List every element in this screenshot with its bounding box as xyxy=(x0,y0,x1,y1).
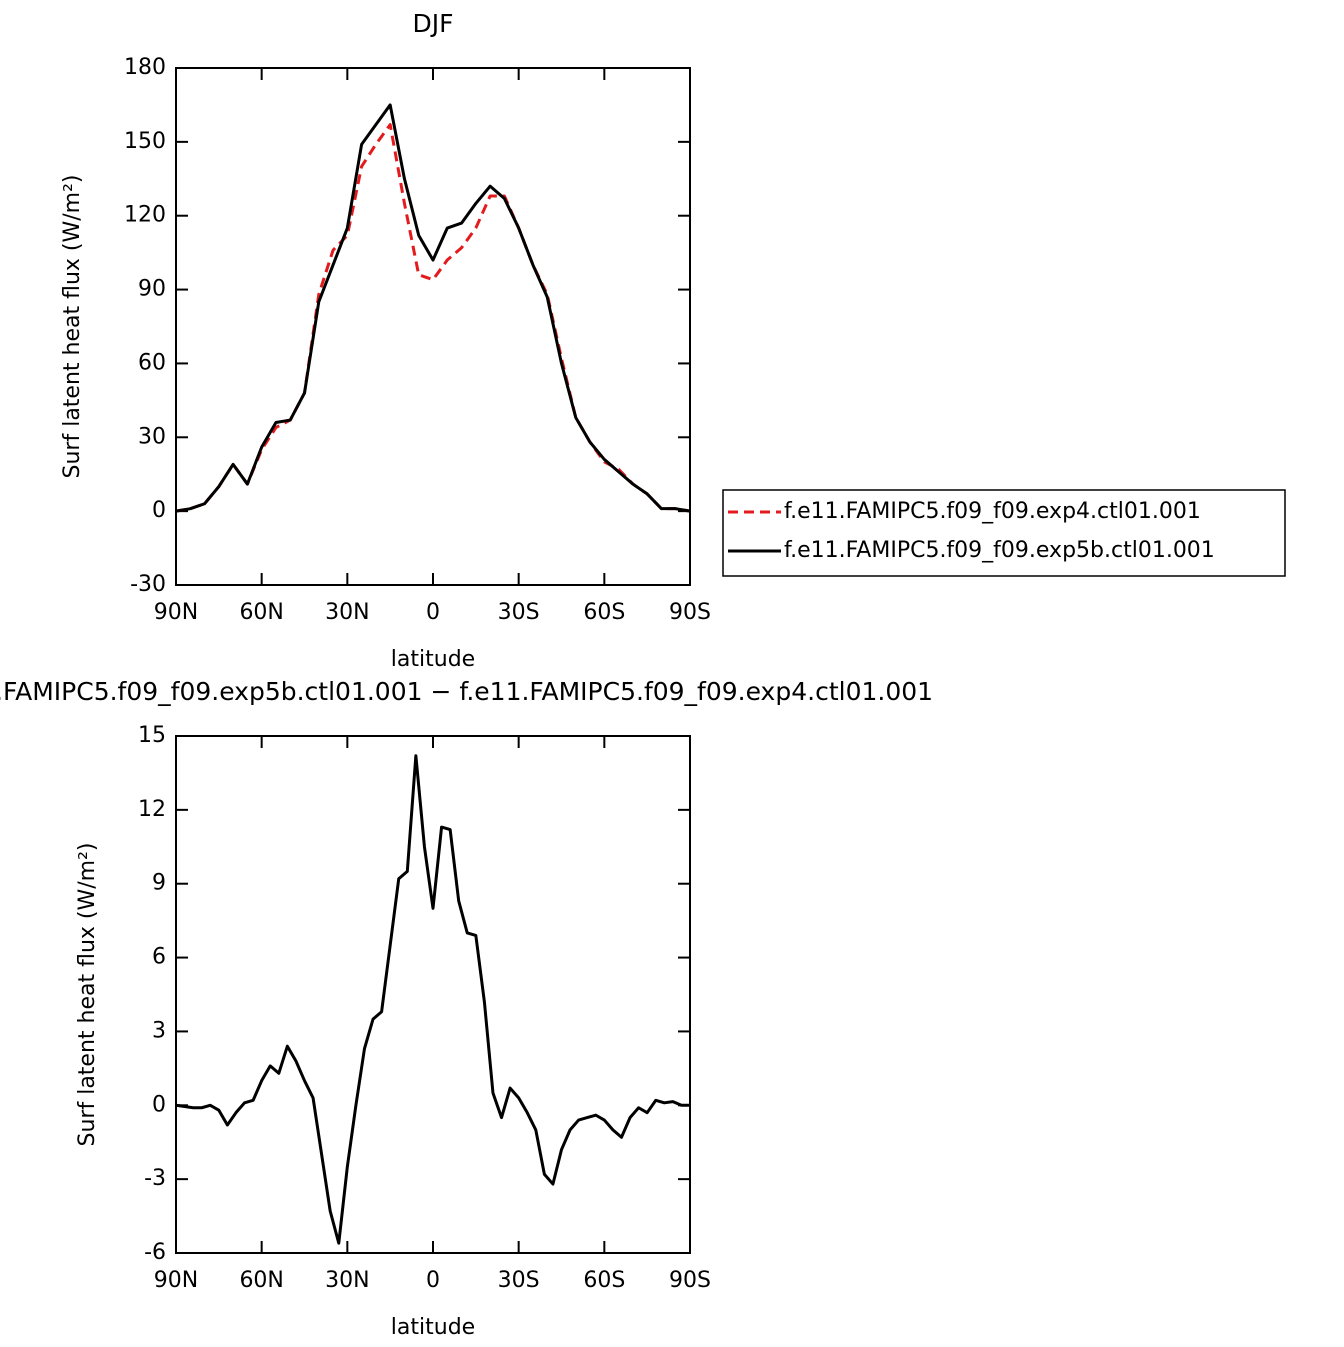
legend-box xyxy=(722,489,1286,577)
x-tick-label: 90S xyxy=(669,1268,711,1293)
y-tick-label: 90 xyxy=(138,277,166,302)
plot-frame xyxy=(175,67,691,586)
y-tick-label: 0 xyxy=(152,1092,166,1117)
y-tick-label: 6 xyxy=(152,945,166,970)
y-tick-label: 3 xyxy=(152,1018,166,1043)
x-tick-label: 30S xyxy=(498,1268,540,1293)
y-tick-label: 12 xyxy=(138,797,166,822)
x-axis-label: latitude xyxy=(391,1315,475,1340)
x-tick-label: 60S xyxy=(583,600,625,625)
x-tick-label: 60N xyxy=(239,600,283,625)
y-tick-label: 0 xyxy=(152,498,166,523)
y-tick-label: 15 xyxy=(138,723,166,748)
x-axis-label: latitude xyxy=(391,647,475,672)
y-tick-label: -3 xyxy=(144,1166,166,1191)
x-tick-label: 90N xyxy=(154,1268,198,1293)
y-tick-label: 60 xyxy=(138,350,166,375)
data-line xyxy=(175,103,691,513)
x-tick-label: 90N xyxy=(154,600,198,625)
x-tick-label: 30N xyxy=(325,1268,369,1293)
x-tick-label: 0 xyxy=(426,600,440,625)
y-tick-label: 180 xyxy=(124,55,166,80)
chart-title: DJF xyxy=(412,9,453,38)
chart-title: f.e11.FAMIPC5.f09_f09.exp5b.ctl01.001 − … xyxy=(0,677,933,706)
y-axis-label: Surf latent heat flux (W/m²) xyxy=(75,843,100,1147)
chart: f.e11.FAMIPC5.f09_f09.exp5b.ctl01.001 − … xyxy=(0,677,933,1340)
y-tick-label: 150 xyxy=(124,129,166,154)
x-tick-label: 30S xyxy=(498,600,540,625)
x-tick-label: 90S xyxy=(669,600,711,625)
x-tick-label: 30N xyxy=(325,600,369,625)
legend-label: f.e11.FAMIPC5.f09_f09.exp5b.ctl01.001 xyxy=(784,538,1215,563)
y-axis-label: Surf latent heat flux (W/m²) xyxy=(60,175,85,479)
x-tick-label: 60S xyxy=(583,1268,625,1293)
y-tick-label: -6 xyxy=(144,1240,166,1265)
data-line xyxy=(175,754,690,1245)
y-tick-label: 30 xyxy=(138,424,166,449)
y-tick-label: 9 xyxy=(152,871,166,896)
chart: DJF latitude Surf latent heat flux (W/m²) -… xyxy=(60,9,1286,672)
legend-label: f.e11.FAMIPC5.f09_f09.exp4.ctl01.001 xyxy=(784,499,1201,524)
y-tick-label: 120 xyxy=(124,203,166,228)
y-tick-label: -30 xyxy=(130,572,166,597)
x-tick-label: 0 xyxy=(426,1268,440,1293)
plot-frame xyxy=(175,735,691,1254)
x-tick-label: 60N xyxy=(239,1268,283,1293)
data-line xyxy=(175,123,691,513)
